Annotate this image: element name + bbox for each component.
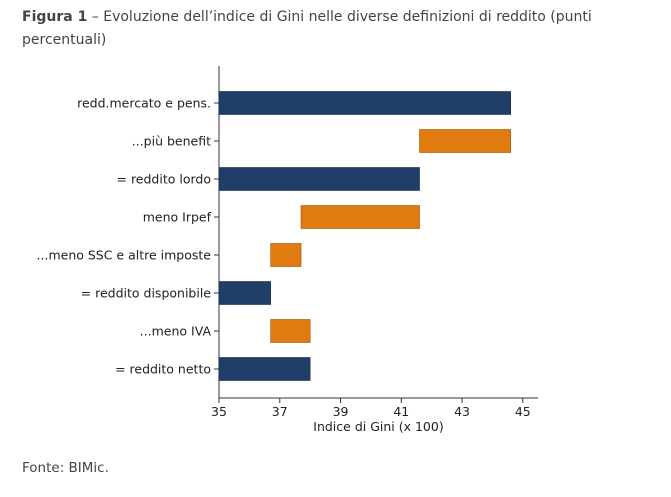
bar-label-1: redd.mercato e pens. xyxy=(77,96,211,111)
bar-2 xyxy=(419,129,511,153)
figure-label: Figura 1 xyxy=(22,9,88,25)
bar-6 xyxy=(218,281,271,305)
x-tick-label-5: 43 xyxy=(454,404,470,419)
bar-label-7: ...meno IVA xyxy=(140,324,212,339)
bar-label-5: ...meno SSC e altre imposte xyxy=(37,248,212,263)
x-tick-label-1: 35 xyxy=(211,404,227,419)
x-tick-label-6: 45 xyxy=(515,404,531,419)
x-tick-label-3: 39 xyxy=(333,404,349,419)
bar-label-2: ...più benefit xyxy=(132,134,211,149)
bar-4 xyxy=(300,205,420,229)
bar-8 xyxy=(218,357,311,381)
x-tick-label-4: 41 xyxy=(393,404,409,419)
bar-1 xyxy=(218,91,511,115)
bar-label-4: meno Irpef xyxy=(143,210,212,225)
bar-5 xyxy=(270,243,302,267)
figure-caption: Figura 1 – Evoluzione dell’indice di Gin… xyxy=(22,6,662,52)
bar-7 xyxy=(270,319,311,343)
figure-title: Evoluzione dell’indice di Gini nelle div… xyxy=(22,9,592,48)
bar-3 xyxy=(218,167,420,191)
bar-label-6: = reddito disponibile xyxy=(81,286,212,301)
caption-separator: – xyxy=(87,9,104,25)
gini-bar-chart: redd.mercato e pens. ...più benefit = redd… xyxy=(37,66,538,434)
x-tick-label-2: 37 xyxy=(272,404,288,419)
x-axis-label: Indice di Gini (x 100) xyxy=(313,419,443,434)
source-note: Fonte: BIMic. xyxy=(22,460,109,476)
bar-label-8: = reddito netto xyxy=(115,362,211,377)
bar-label-3: = reddito lordo xyxy=(117,172,212,187)
